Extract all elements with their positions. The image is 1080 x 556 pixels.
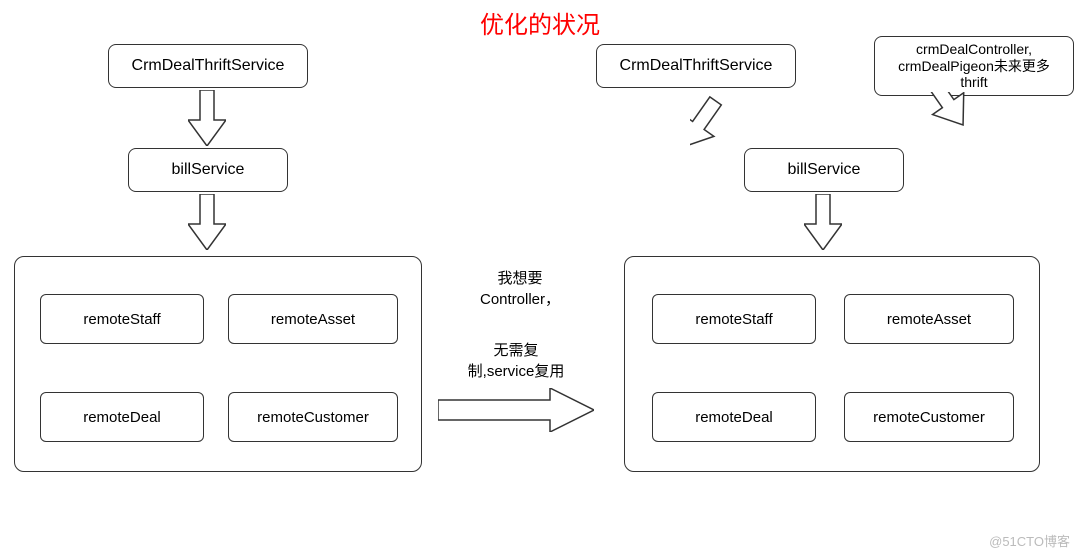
right-cell-remotedeal: remoteDeal <box>652 392 816 442</box>
left-mid-box: billService <box>128 148 288 192</box>
right-top-box-2: crmDealController, crmDealPigeon未来更多 thr… <box>874 36 1074 96</box>
right-mid-box: billService <box>744 148 904 192</box>
left-cell-remoteasset: remoteAsset <box>228 294 398 344</box>
right-top-box-1: CrmDealThriftService <box>596 44 796 88</box>
right-cell-remotestaff: remoteStaff <box>652 294 816 344</box>
right-arrow-down <box>804 194 842 250</box>
left-arrow-1 <box>188 90 226 146</box>
right-cell-remoteasset: remoteAsset <box>844 294 1014 344</box>
left-cell-remotestaff: remoteStaff <box>40 294 204 344</box>
left-arrow-2 <box>188 194 226 250</box>
right-arrow-diag-left <box>690 88 800 155</box>
watermark: @51CTO博客 <box>989 531 1070 550</box>
mid-text-1: 我想要 Controller， <box>460 268 580 310</box>
mid-big-arrow <box>438 388 594 437</box>
left-cell-remotedeal: remoteDeal <box>40 392 204 442</box>
diagram-title: 优化的状况 <box>480 5 600 40</box>
left-top-box: CrmDealThriftService <box>108 44 308 88</box>
right-cell-remotecustomer: remoteCustomer <box>844 392 1014 442</box>
mid-text-2: 无需复 制,service复用 <box>446 340 586 382</box>
left-cell-remotecustomer: remoteCustomer <box>228 392 398 442</box>
